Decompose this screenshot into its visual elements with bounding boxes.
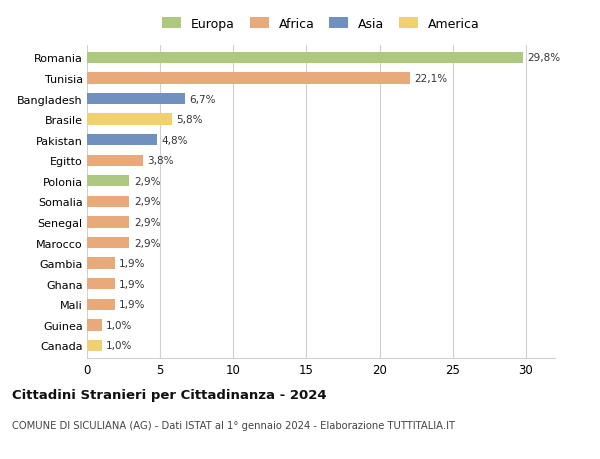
Bar <box>87 53 523 64</box>
Text: 1,0%: 1,0% <box>106 341 133 351</box>
Text: 22,1%: 22,1% <box>415 74 448 84</box>
Text: 2,9%: 2,9% <box>134 218 160 228</box>
Text: 5,8%: 5,8% <box>176 115 203 125</box>
Bar <box>87 217 130 228</box>
Text: 29,8%: 29,8% <box>527 53 560 63</box>
Legend: Europa, Africa, Asia, America: Europa, Africa, Asia, America <box>160 16 482 34</box>
Bar <box>87 134 157 146</box>
Text: 2,9%: 2,9% <box>134 238 160 248</box>
Bar <box>87 73 410 84</box>
Bar <box>87 237 130 249</box>
Bar <box>87 299 115 310</box>
Text: Cittadini Stranieri per Cittadinanza - 2024: Cittadini Stranieri per Cittadinanza - 2… <box>12 388 326 401</box>
Text: 1,9%: 1,9% <box>119 279 146 289</box>
Bar <box>87 196 130 207</box>
Text: 1,0%: 1,0% <box>106 320 133 330</box>
Text: 1,9%: 1,9% <box>119 300 146 310</box>
Text: 2,9%: 2,9% <box>134 197 160 207</box>
Bar <box>87 176 130 187</box>
Text: 4,8%: 4,8% <box>161 135 188 146</box>
Bar <box>87 155 143 167</box>
Text: 1,9%: 1,9% <box>119 258 146 269</box>
Text: COMUNE DI SICULIANA (AG) - Dati ISTAT al 1° gennaio 2024 - Elaborazione TUTTITAL: COMUNE DI SICULIANA (AG) - Dati ISTAT al… <box>12 420 455 430</box>
Bar <box>87 94 185 105</box>
Bar <box>87 340 101 351</box>
Bar <box>87 319 101 331</box>
Bar <box>87 258 115 269</box>
Bar <box>87 279 115 290</box>
Text: 6,7%: 6,7% <box>190 94 216 104</box>
Text: 3,8%: 3,8% <box>147 156 173 166</box>
Text: 2,9%: 2,9% <box>134 176 160 186</box>
Bar <box>87 114 172 125</box>
